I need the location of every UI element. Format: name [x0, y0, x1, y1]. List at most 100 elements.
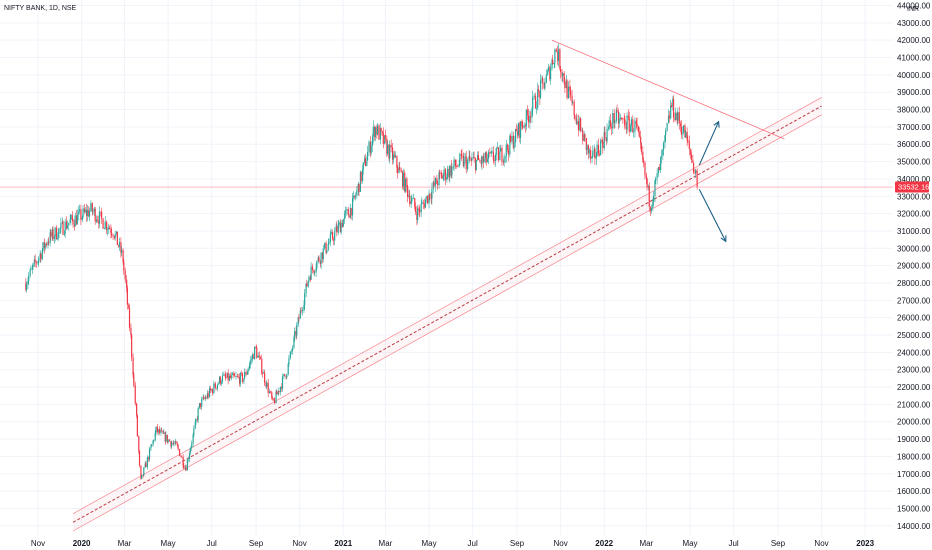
- candle-body: [178, 449, 181, 456]
- candle-body: [71, 214, 73, 220]
- currency-label[interactable]: INR: [907, 6, 919, 13]
- candle-body: [249, 364, 251, 369]
- candle-body: [541, 78, 543, 81]
- candle-body: [245, 371, 247, 375]
- candle-body: [62, 221, 64, 235]
- candle-body: [432, 181, 434, 189]
- candle-body: [399, 167, 401, 171]
- candle-body: [480, 160, 482, 164]
- candle-body: [522, 126, 524, 128]
- candle-body: [618, 118, 620, 124]
- candle-body: [368, 141, 370, 152]
- candle-body: [369, 141, 372, 154]
- candle-body: [148, 457, 150, 460]
- candle-body: [482, 156, 484, 163]
- x-tick-label: Mar: [379, 539, 393, 548]
- candle-body: [676, 112, 678, 121]
- candle-body: [288, 358, 290, 364]
- candle-body: [382, 132, 384, 144]
- candle-body: [331, 232, 334, 239]
- candle-body: [617, 111, 620, 124]
- candle-body: [590, 149, 592, 159]
- candle-body: [487, 152, 489, 159]
- trendline-channel-upper[interactable]: [72, 97, 822, 514]
- y-tick-label: 24000.00: [897, 348, 931, 357]
- projection-arrows[interactable]: [698, 120, 727, 243]
- candle-body: [164, 432, 166, 442]
- candle-body: [511, 135, 513, 142]
- y-tick-label: 14000.00: [897, 522, 931, 531]
- candle-body: [234, 375, 236, 377]
- candle-body: [181, 456, 183, 458]
- breakdown-arrow[interactable]: [698, 189, 727, 242]
- candle-body: [579, 118, 581, 131]
- breakout-arrow[interactable]: [698, 121, 720, 166]
- candle-body: [537, 89, 539, 109]
- y-tick-label: 19000.00: [897, 435, 931, 444]
- candle-body: [487, 158, 489, 162]
- candle-body: [316, 261, 318, 269]
- candle-body: [122, 250, 124, 263]
- candle-body: [664, 135, 666, 144]
- candle-body: [209, 388, 211, 391]
- candle-body: [674, 117, 676, 120]
- y-tick-label: 42000.00: [897, 36, 931, 45]
- price-axis[interactable]: 44000.00 43000.00 42000.00 41000.00 40000.00…: [897, 2, 931, 531]
- candle-body: [300, 310, 302, 312]
- x-tick-label: Nov: [814, 539, 828, 548]
- trendline-resistance[interactable]: [551, 39, 785, 140]
- candle-body: [187, 459, 189, 460]
- candle-body: [626, 115, 628, 130]
- y-tick-label: 43000.00: [897, 19, 931, 28]
- candle-body: [348, 214, 350, 218]
- time-axis[interactable]: Nov 2020 Mar May Jul Sep Nov 2021 Mar May Jul Sep No…: [31, 539, 875, 548]
- candle-body: [411, 198, 413, 202]
- candle-body: [607, 127, 610, 129]
- candle-body: [502, 162, 505, 163]
- candle-body: [545, 74, 547, 83]
- candle-body: [163, 432, 165, 434]
- candle-body: [134, 385, 136, 404]
- candle-body: [394, 156, 397, 157]
- candle-body: [346, 209, 348, 211]
- candle-body: [60, 222, 62, 229]
- symbol-title[interactable]: NIFTY BANK, 1D, NSE: [4, 5, 77, 12]
- candle-body: [49, 232, 51, 243]
- candle-body: [632, 119, 634, 133]
- candle-body: [477, 155, 479, 160]
- candle-body: [264, 372, 266, 383]
- candle-body: [532, 96, 534, 110]
- candle-body: [398, 167, 400, 173]
- candle-body: [570, 91, 572, 96]
- candle-body: [186, 459, 189, 471]
- candle-body: [572, 101, 574, 103]
- candle-body: [202, 397, 204, 399]
- candle-body: [364, 158, 366, 163]
- candle-body: [509, 135, 511, 155]
- candle-body: [402, 172, 404, 187]
- candle-body: [90, 203, 92, 212]
- candle-body: [259, 355, 261, 357]
- candle-body: [692, 159, 694, 163]
- y-tick-label: 29000.00: [897, 262, 931, 271]
- candle-body: [461, 154, 463, 156]
- candle-body: [645, 175, 647, 179]
- candlestick-series[interactable]: [25, 43, 698, 480]
- y-tick-label: 23000.00: [897, 366, 931, 375]
- candle-body: [101, 211, 103, 219]
- candle-body: [54, 227, 56, 237]
- candle-body: [173, 443, 175, 445]
- candle-body: [311, 266, 314, 270]
- candle-body: [336, 226, 338, 233]
- candle-body: [630, 125, 632, 132]
- candle-body: [201, 398, 203, 407]
- candle-body: [25, 282, 27, 290]
- candle-body: [214, 383, 216, 388]
- y-tick-label: 27000.00: [897, 296, 931, 305]
- trendline-channel-mid[interactable]: [72, 105, 822, 523]
- candle-body: [335, 226, 337, 232]
- candle-body: [594, 149, 596, 159]
- candle-body: [184, 467, 186, 469]
- trendlines[interactable]: [72, 39, 822, 532]
